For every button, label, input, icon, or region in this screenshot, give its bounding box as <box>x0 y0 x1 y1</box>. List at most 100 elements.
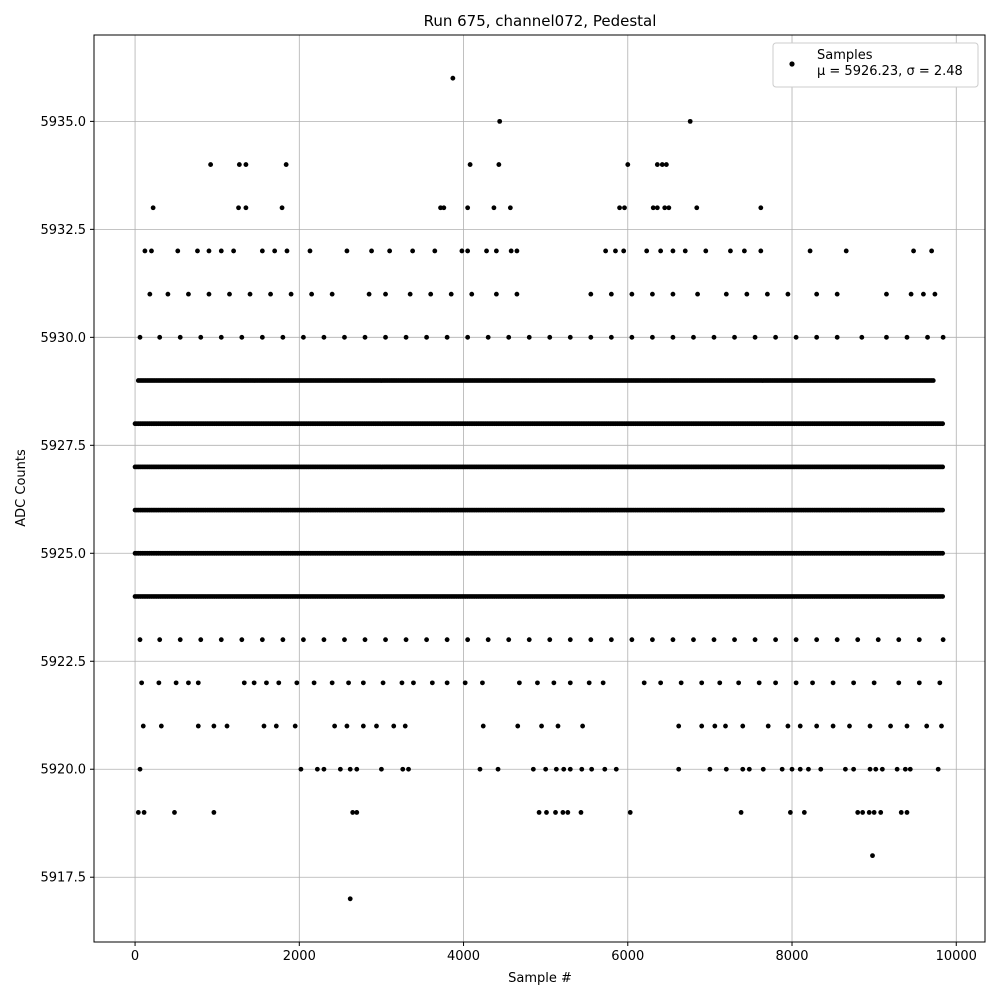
data-point <box>211 810 217 815</box>
data-point <box>711 637 717 643</box>
data-point <box>506 637 512 643</box>
x-axis-ticks: 0 2000 4000 6000 8000 10000 <box>131 942 977 964</box>
data-point <box>603 248 609 254</box>
data-point <box>699 680 705 686</box>
data-point <box>551 680 557 686</box>
data-point <box>814 291 820 297</box>
data-point <box>867 766 873 772</box>
data-point <box>380 680 386 686</box>
data-point <box>539 723 544 729</box>
data-point <box>888 723 893 729</box>
data-point <box>283 162 289 167</box>
data-point <box>904 810 910 815</box>
data-point <box>898 810 904 815</box>
data-point <box>485 637 491 643</box>
data-point <box>691 334 696 340</box>
data-point <box>940 464 946 470</box>
data-point <box>360 680 366 686</box>
data-point <box>855 810 861 815</box>
data-point <box>613 766 619 772</box>
data-point <box>284 248 290 254</box>
data-point <box>843 766 848 772</box>
legend-marker <box>789 61 795 67</box>
data-point <box>321 637 327 643</box>
data-point <box>137 637 143 643</box>
data-point <box>535 680 540 686</box>
data-point <box>613 248 618 254</box>
data-point <box>374 723 379 729</box>
data-point <box>362 637 368 643</box>
data-point <box>732 637 737 643</box>
data-point <box>578 810 584 815</box>
data-point <box>480 680 485 686</box>
data-point <box>496 162 502 167</box>
data-point <box>206 291 212 297</box>
data-point <box>208 162 214 167</box>
data-point <box>465 205 471 211</box>
data-point <box>141 810 147 815</box>
data-point <box>806 766 811 772</box>
data-point <box>608 637 614 643</box>
data-point <box>402 723 408 729</box>
data-point <box>441 205 447 211</box>
data-point <box>264 680 269 686</box>
data-point <box>400 766 406 772</box>
data-point <box>342 637 347 643</box>
data-point <box>243 205 249 211</box>
data-point <box>736 680 742 686</box>
data-point <box>728 248 733 254</box>
data-point <box>834 291 840 297</box>
data-point <box>544 810 549 815</box>
data-point <box>428 291 434 297</box>
x-tick-label: 8000 <box>775 949 808 964</box>
data-point <box>497 118 503 124</box>
data-point <box>259 248 265 254</box>
data-point <box>940 421 946 427</box>
data-point <box>764 291 770 297</box>
data-point <box>243 162 249 167</box>
data-point <box>321 766 327 772</box>
data-point <box>239 637 245 643</box>
data-point <box>851 766 857 772</box>
data-point <box>273 723 279 729</box>
y-axis-label: ADC Counts <box>14 449 29 527</box>
data-point <box>247 291 253 297</box>
data-point <box>567 766 573 772</box>
data-point <box>687 118 693 124</box>
x-tick-label: 4000 <box>447 949 480 964</box>
y-tick-label: 5927.5 <box>41 439 87 454</box>
data-point <box>410 248 416 254</box>
data-point <box>429 680 435 686</box>
data-point <box>301 334 306 340</box>
data-point <box>694 205 700 211</box>
data-point <box>350 810 356 815</box>
data-point <box>935 766 941 772</box>
data-point <box>793 334 799 340</box>
data-point <box>650 637 655 643</box>
y-tick-label: 5930.0 <box>41 331 87 346</box>
data-point <box>149 248 154 254</box>
data-point <box>940 507 946 513</box>
data-point <box>662 205 668 211</box>
data-point <box>600 680 606 686</box>
data-point <box>206 248 212 254</box>
data-point <box>904 723 910 729</box>
plot-frame <box>93 34 986 943</box>
data-point <box>650 205 656 211</box>
data-point <box>875 637 881 643</box>
data-point <box>411 680 416 686</box>
data-point <box>940 594 946 599</box>
data-point <box>543 766 549 772</box>
data-point <box>480 723 486 729</box>
y-tick-label: 5920.0 <box>41 763 87 778</box>
data-point <box>567 680 573 686</box>
data-point <box>379 766 384 772</box>
data-point <box>560 810 566 815</box>
data-point <box>691 637 696 643</box>
data-point <box>879 766 885 772</box>
data-point <box>156 680 162 686</box>
legend-box <box>772 42 979 88</box>
data-point <box>676 766 682 772</box>
data-point <box>707 766 713 772</box>
data-point <box>916 637 922 643</box>
